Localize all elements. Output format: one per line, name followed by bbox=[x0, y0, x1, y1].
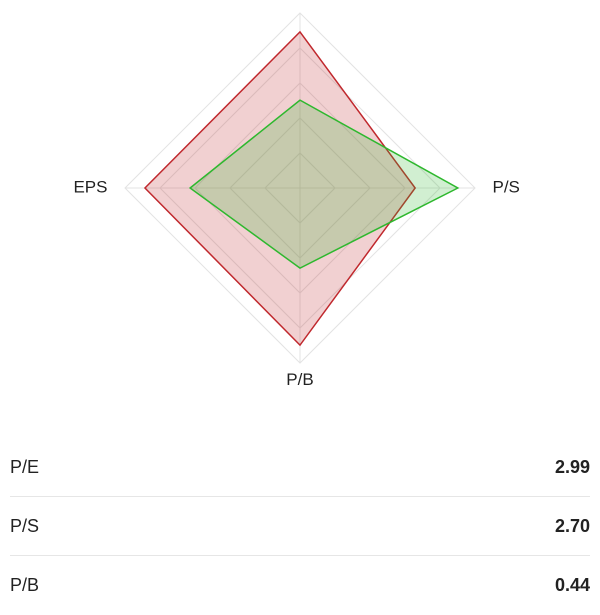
metric-row: P/B 0.44 bbox=[10, 556, 590, 615]
row-separator bbox=[10, 555, 590, 556]
metric-label: P/B bbox=[10, 575, 40, 595]
metric-value: 2.70 bbox=[554, 516, 590, 536]
axis-label: P/S bbox=[493, 177, 520, 196]
axis-label: P/B bbox=[286, 370, 313, 389]
metric-value: 2.99 bbox=[554, 457, 590, 477]
metric-value: 0.44 bbox=[554, 575, 590, 595]
series-area bbox=[143, 30, 417, 347]
metric-row: P/S 2.70 bbox=[10, 497, 590, 556]
metric-row: P/E 2.99 bbox=[10, 438, 590, 497]
radar-chart: P/S P/B EPS bbox=[73, 12, 520, 389]
axis-label: EPS bbox=[73, 177, 107, 196]
series-area bbox=[188, 99, 460, 270]
page: {"chart_data": {"type": "radar", "catego… bbox=[10, 12, 590, 595]
metric-label: P/E bbox=[10, 457, 40, 477]
metric-label: P/S bbox=[10, 516, 40, 536]
row-separator bbox=[10, 496, 590, 497]
